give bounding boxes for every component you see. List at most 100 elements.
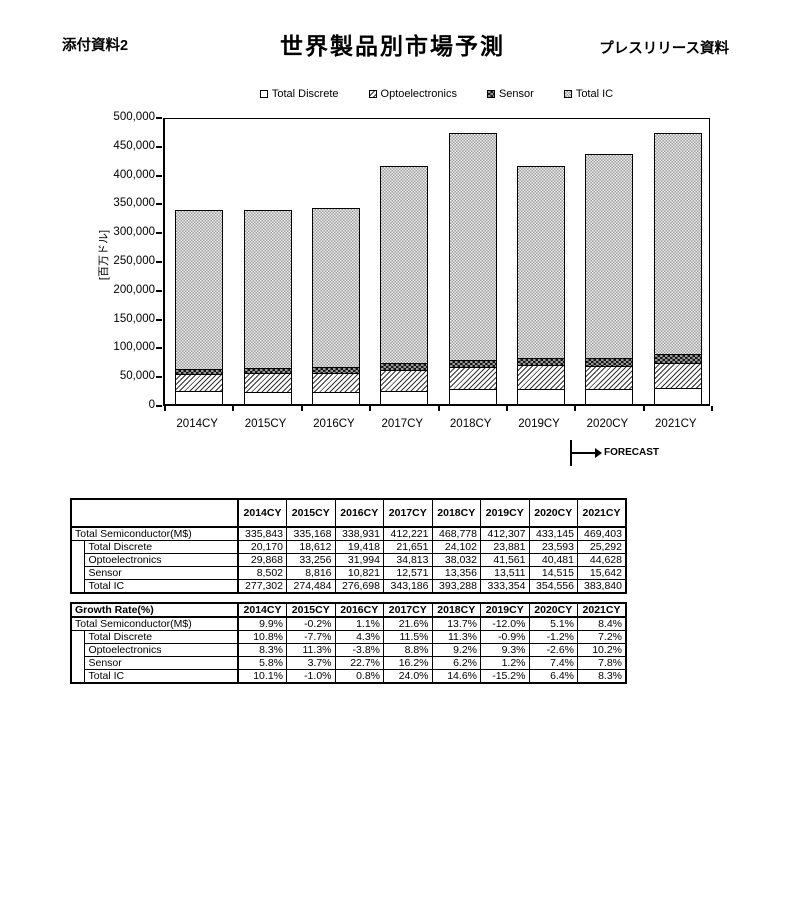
value-cell: 7.8%	[577, 656, 627, 670]
value-cell: -15.2%	[480, 669, 530, 684]
value-cell: 44,628	[577, 553, 627, 567]
x-tick-label: 2017CY	[381, 418, 424, 430]
y-tick-label: 200,000	[113, 283, 155, 296]
attachment-label: 添付資料2	[62, 38, 129, 54]
header-corner-cell: Growth Rate(%)	[70, 602, 239, 618]
value-cell: 18,612	[286, 540, 336, 554]
y-tick-label: 250,000	[113, 255, 155, 267]
table-row: Total Semiconductor(M$) 335,843 335,168 338…	[70, 526, 627, 541]
value_table: 2014CY 2015CY 2016CY 2017CY 2018CY 2019CY 2020…	[70, 498, 627, 594]
value-cell: 393,288	[431, 579, 481, 594]
value-cell: 38,032	[431, 553, 481, 567]
value-cell: 29,868	[237, 553, 287, 567]
y-tick-mark	[156, 203, 162, 206]
y-tick-mark	[156, 376, 162, 379]
legend-item: Total IC	[563, 88, 613, 100]
value-cell: 24.0%	[383, 669, 433, 684]
bar-segment-total-ic	[381, 166, 428, 365]
value-cell: 8.3%	[577, 669, 627, 684]
value-cell: -0.2%	[286, 616, 336, 631]
growth-table-container: Growth Rate(%) 2014CY 2015CY 2016CY 2017CY 20…	[70, 602, 627, 684]
bar-segment-sensor	[312, 368, 359, 375]
bar-segment-sensor	[586, 358, 633, 368]
value-cell: 13,356	[431, 566, 481, 580]
value-cell: 335,168	[286, 526, 336, 541]
value-cell: 23,593	[528, 540, 578, 554]
x-tick-mark	[574, 406, 577, 411]
value-cell: 354,556	[528, 579, 578, 594]
bar-segment-sensor	[176, 370, 223, 376]
header-row: Growth Rate(%) 2014CY 2015CY 2016CY 2017CY 20…	[70, 602, 627, 618]
x-tick-mark	[369, 406, 372, 411]
value-cell: 276,698	[334, 579, 384, 594]
bar-segment-optoelectronics	[381, 371, 428, 392]
bar-slot-2014CY	[165, 119, 233, 404]
bar-segment-total-discrete	[586, 390, 633, 404]
header-year-cell: 2014CY	[237, 498, 287, 528]
bar-segment-total-ic	[312, 208, 359, 369]
stacked-bar-2021CY	[653, 132, 702, 404]
row-label-cell: Total IC	[83, 669, 239, 684]
value-cell: -12.0%	[480, 616, 530, 631]
value-cell: 469,403	[577, 526, 627, 541]
stacked-bar-2015CY	[243, 209, 292, 404]
row-label-cell: Sensor	[83, 566, 239, 580]
value-cell: 3.7%	[286, 656, 336, 670]
bar-segment-total-discrete	[176, 392, 223, 404]
bar-segment-optoelectronics	[244, 374, 291, 394]
sensor-legend-icon	[486, 90, 495, 98]
bar-segment-total-ic	[654, 133, 701, 355]
value-cell: 13,511	[480, 566, 530, 580]
bar-segment-sensor	[449, 360, 496, 369]
x-tick-label: 2019CY	[518, 418, 560, 430]
bar-slot-2015CY	[233, 119, 301, 404]
y-tick-label: 50,000	[119, 370, 155, 383]
value-cell: 10.2%	[577, 643, 627, 657]
value-cell: 412,307	[480, 526, 530, 541]
value-cell: 343,186	[383, 579, 433, 594]
growth_table-body: Total Semiconductor(M$) 9.9% -0.2% 1.1% 21.6…	[70, 616, 627, 684]
bar-segment-total-discrete	[654, 389, 701, 404]
value-cell: 11.5%	[383, 630, 433, 644]
value-cell: 20,170	[237, 540, 287, 554]
bar-slot-2019CY	[507, 119, 575, 404]
x-tick-label: 2015CY	[244, 418, 287, 430]
row-label-cell: Total Discrete	[83, 540, 239, 554]
value-cell: 10.1%	[237, 669, 287, 684]
value-cell: 14,515	[528, 566, 578, 580]
bar-segment-optoelectronics	[449, 368, 496, 391]
value-cell: 31,994	[334, 553, 384, 567]
value-cell: 335,843	[237, 526, 287, 541]
y-tick-label: 350,000	[113, 197, 155, 210]
row-label-cell: Optoelectronics	[83, 553, 239, 567]
total-ic-legend-icon	[563, 90, 572, 98]
value-cell: -1.2%	[528, 630, 578, 644]
bar-segment-sensor	[381, 364, 428, 372]
value-cell: 11.3%	[286, 643, 336, 657]
bar-segment-total-ic	[449, 134, 496, 361]
value_table-body: Total Semiconductor(M$) 335,843 335,168 338…	[70, 526, 627, 594]
row-label-cell: Optoelectronics	[83, 643, 239, 657]
x-tick-label: 2021CY	[655, 418, 697, 430]
value-table-container: 2014CY 2015CY 2016CY 2017CY 2018CY 2019CY 2020…	[70, 498, 627, 594]
bar-segment-total-ic	[586, 154, 633, 359]
value-cell: 412,221	[383, 526, 433, 541]
row-label-cell: Total Discrete	[83, 630, 239, 644]
header-year-cell: 2020CY	[528, 498, 578, 528]
value-cell: 7.4%	[528, 656, 578, 670]
header-year-cell: 2017CY	[383, 498, 433, 528]
header-year-cell: 2019CY	[480, 498, 530, 528]
value-cell: 8.3%	[237, 643, 287, 657]
row-label-cell: Total Semiconductor(M$)	[70, 526, 239, 541]
value-cell: 5.1%	[528, 616, 578, 631]
legend-label: Total Discrete	[271, 88, 339, 100]
legend-item: Sensor	[486, 88, 534, 100]
table-row: Total Discrete 20,170 18,612 19,418 21,651 24…	[70, 540, 627, 594]
forecast-arrow-head	[595, 448, 602, 458]
growth_table-head: Growth Rate(%) 2014CY 2015CY 2016CY 2017CY 20…	[70, 602, 627, 618]
value-cell: 22.7%	[334, 656, 384, 670]
value-cell: 21.6%	[383, 616, 433, 631]
value-cell: 383,840	[577, 579, 627, 594]
value-cell: 8.8%	[383, 643, 433, 657]
header-year-cell: 2021CY	[577, 602, 627, 618]
